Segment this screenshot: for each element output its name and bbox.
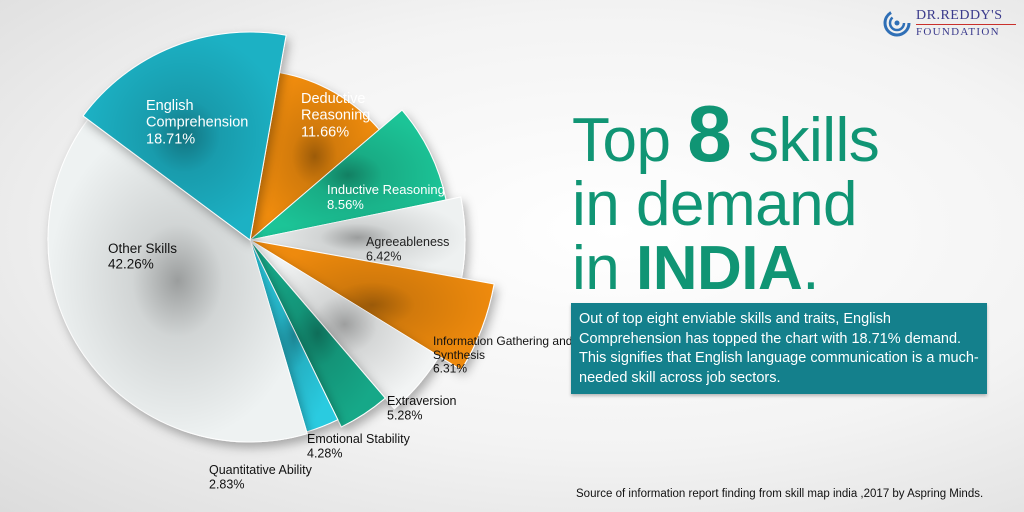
logo-name: DR.REDDY'S (916, 8, 1003, 23)
pie-slice-4 (249, 239, 495, 371)
source-note: Source of information report finding fro… (576, 488, 984, 500)
pie-slice-1 (249, 72, 380, 242)
slice-label-1: Deductive Reasoning 11.66% (301, 91, 370, 140)
pie-slice-5 (249, 239, 440, 410)
slice-label-8: Other Skills 42.26% (108, 241, 177, 272)
pie-slice-shade (250, 240, 338, 432)
pie-slice-8 (47, 118, 308, 443)
pie-slice-shade (250, 110, 446, 240)
slice-label-6: Emotional Stability 4.28% (307, 432, 411, 460)
headline-line-3: in INDIA. (572, 234, 820, 303)
headline: Top 8 skills in demand in INDIA. (572, 89, 1012, 303)
pie-slice-shade (250, 240, 495, 370)
info-box: Out of top eight enviable skills and tra… (571, 303, 987, 394)
pie-slice-shade (250, 72, 380, 240)
brand-logo: DR.REDDY'S FOUNDATION (882, 6, 1018, 40)
headline-number: 8 (687, 89, 732, 178)
pie-slice-shade (250, 240, 440, 409)
slice-label-5: Extraversion 5.28% (387, 394, 457, 422)
pie-slice-9 (82, 31, 287, 241)
pie-slice-shade (83, 32, 287, 240)
slice-label-3: Agreeableness 6.42% (366, 235, 449, 263)
pie-slice-shade (47, 119, 308, 442)
logo-subtitle: FOUNDATION (916, 26, 1000, 38)
headline-country: INDIA (636, 234, 803, 303)
logo-divider (916, 24, 1016, 25)
pie-slice-2 (248, 109, 447, 241)
pie-slice-6 (249, 239, 386, 428)
headline-line-2: in demand (572, 170, 858, 239)
logo-swirl-icon (883, 9, 911, 37)
slice-label-7: Quantitative Ability 2.83% (209, 463, 313, 491)
slice-label-9: English Comprehension 18.71% (146, 98, 248, 147)
slice-label-4: Information Gathering and Synthesis 6.31% (433, 334, 572, 376)
slice-label-2: Inductive Reasoning 8.56% (327, 182, 445, 212)
pie-slice-shade (250, 197, 466, 279)
pie-slice-shade (250, 240, 386, 427)
headline-line-1: Top 8 skills (572, 89, 880, 178)
